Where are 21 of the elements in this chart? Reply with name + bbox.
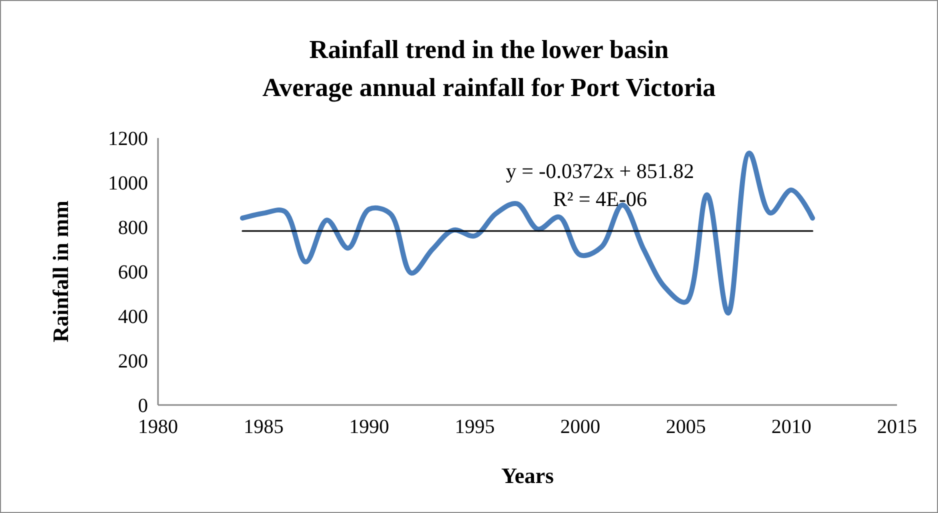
y-tick-label: 800: [118, 217, 148, 239]
y-tick-label: 1000: [108, 172, 148, 194]
x-tick-label: 2015: [877, 416, 917, 438]
y-tick-label: 1200: [108, 128, 148, 150]
x-tick-label: 1990: [349, 416, 390, 438]
x-tick-label: 2010: [771, 416, 812, 438]
x-tick-label: 1995: [454, 416, 495, 438]
x-tick-label: 1980: [138, 416, 178, 438]
x-tick-label: 2000: [560, 416, 600, 438]
y-axis-title: Rainfall in mm: [48, 200, 73, 342]
annotation: R² = 4E-06: [553, 187, 647, 211]
chart-subtitle: Average annual rainfall for Port Victoria: [262, 73, 716, 102]
y-tick-label: 600: [118, 262, 148, 284]
x-tick-label: 1985: [244, 416, 284, 438]
chart-title: Rainfall trend in the lower basin: [309, 35, 670, 64]
x-axis-title: Years: [501, 463, 554, 488]
y-tick-label: 200: [118, 350, 148, 372]
y-tick-label: 0: [138, 395, 148, 417]
y-tick-label: 400: [118, 306, 148, 328]
annotation: y = -0.0372x + 851.82: [506, 159, 694, 183]
x-tick-label: 2005: [666, 416, 706, 438]
